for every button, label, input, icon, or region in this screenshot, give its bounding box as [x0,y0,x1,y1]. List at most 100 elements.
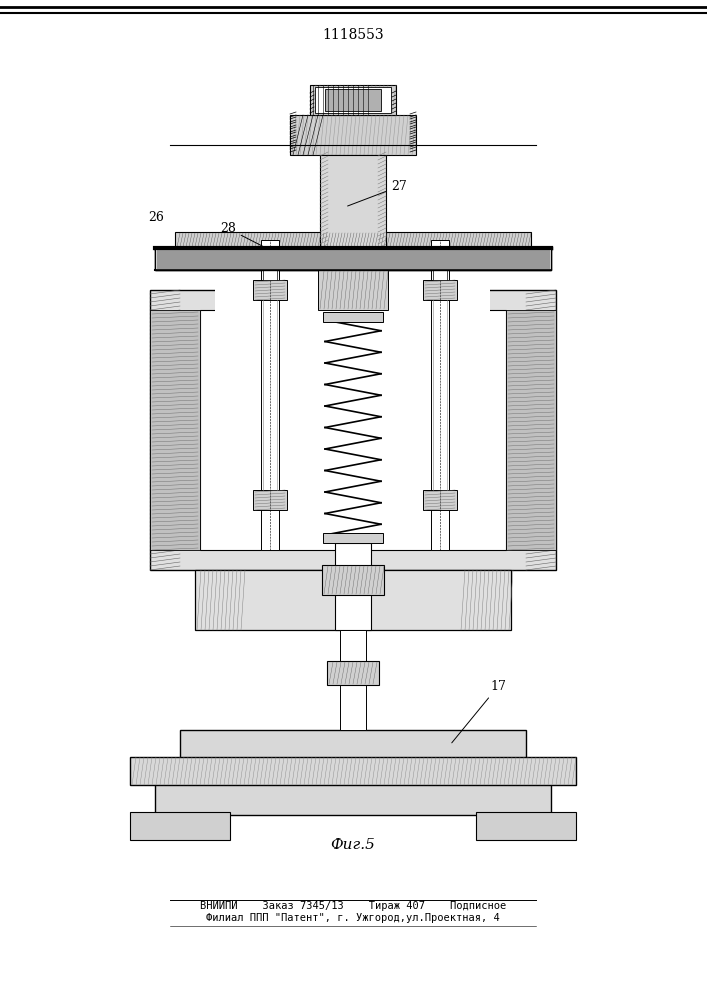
Polygon shape [462,249,464,269]
Polygon shape [380,249,382,269]
Polygon shape [277,249,279,269]
Polygon shape [512,249,515,269]
Bar [155,248,551,270]
Polygon shape [182,249,185,269]
Polygon shape [414,249,417,269]
Polygon shape [472,249,474,269]
Polygon shape [452,249,455,269]
Polygon shape [297,249,300,269]
Polygon shape [537,249,539,269]
Bar [423,280,457,300]
Polygon shape [237,249,240,269]
Bar [155,248,551,270]
Polygon shape [160,249,162,269]
Polygon shape [344,249,347,269]
Polygon shape [209,249,212,269]
Polygon shape [357,249,359,269]
Bar [323,312,383,322]
Text: 1118553: 1118553 [322,28,384,42]
Polygon shape [269,249,272,269]
Polygon shape [264,249,267,269]
Polygon shape [464,249,467,269]
Polygon shape [505,249,507,269]
Text: 26: 26 [148,211,164,224]
Polygon shape [272,249,274,269]
Bar [155,783,551,815]
Polygon shape [377,249,380,269]
Polygon shape [259,249,262,269]
Polygon shape [372,249,375,269]
Polygon shape [307,249,310,269]
Polygon shape [217,249,219,269]
Polygon shape [385,249,387,269]
Polygon shape [197,249,199,269]
Polygon shape [295,249,297,269]
Polygon shape [525,249,527,269]
Text: 27: 27 [348,180,407,206]
Text: Филиал ППП "Патент", г. Ужгород,ул.Проектная, 4: Филиал ППП "Патент", г. Ужгород,ул.Проек… [206,913,500,923]
Polygon shape [492,249,494,269]
Polygon shape [199,249,202,269]
Polygon shape [417,249,419,269]
Polygon shape [247,249,250,269]
Polygon shape [440,249,442,269]
Bar [340,630,366,730]
Polygon shape [227,249,230,269]
Polygon shape [409,249,412,269]
Polygon shape [515,249,517,269]
Polygon shape [329,249,332,269]
Polygon shape [429,249,432,269]
Polygon shape [292,249,295,269]
Polygon shape [365,249,367,269]
Polygon shape [392,249,395,269]
Polygon shape [497,249,500,269]
Polygon shape [474,249,477,269]
Text: Фиг.5: Фиг.5 [331,838,375,852]
Polygon shape [274,249,277,269]
Polygon shape [167,249,170,269]
Polygon shape [359,249,362,269]
Polygon shape [435,249,437,269]
Polygon shape [442,249,445,269]
Polygon shape [479,249,482,269]
Polygon shape [157,249,160,269]
Bar [180,730,526,760]
Polygon shape [202,249,204,269]
Polygon shape [310,249,312,269]
Polygon shape [370,249,372,269]
Polygon shape [327,249,329,269]
Bar [506,310,556,550]
Polygon shape [250,249,252,269]
Polygon shape [424,249,427,269]
Polygon shape [367,249,370,269]
Polygon shape [532,249,534,269]
Polygon shape [245,249,247,269]
Polygon shape [352,249,354,269]
Polygon shape [342,249,344,269]
Polygon shape [427,249,429,269]
Polygon shape [520,249,522,269]
Bar [327,661,379,685]
Polygon shape [325,249,327,269]
Polygon shape [539,249,542,269]
Polygon shape [225,249,227,269]
Polygon shape [242,249,245,269]
Polygon shape [547,249,549,269]
Polygon shape [445,249,447,269]
Bar [130,757,576,785]
Polygon shape [387,249,390,269]
Polygon shape [305,249,307,269]
Polygon shape [404,249,407,269]
Polygon shape [390,249,392,269]
Bar [323,533,383,543]
Polygon shape [487,249,489,269]
Bar [150,310,200,550]
Polygon shape [204,249,207,269]
Polygon shape [162,249,165,269]
Bar [253,490,287,510]
Bar [423,490,457,510]
Polygon shape [362,249,365,269]
Polygon shape [282,249,284,269]
Polygon shape [302,249,305,269]
Bar [150,290,556,570]
